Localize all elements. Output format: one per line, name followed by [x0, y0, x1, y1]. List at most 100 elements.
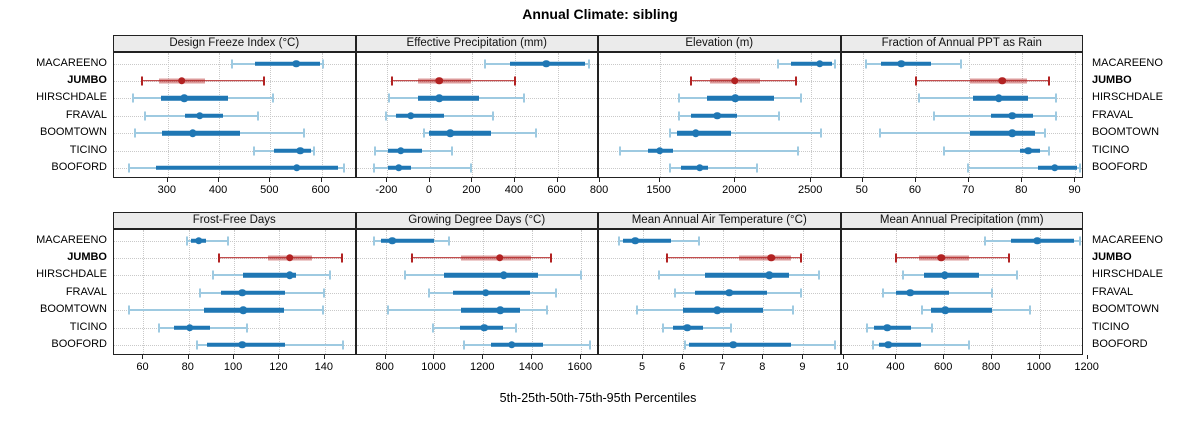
whisker-5-95	[374, 166, 471, 169]
panel-strip: Fraction of Annual PPT as Rain	[840, 35, 1083, 52]
x-tick-label: 6	[679, 361, 686, 373]
whisker-5-95	[690, 80, 797, 82]
whisker-cap	[230, 59, 233, 68]
whisker-cap	[820, 128, 823, 138]
iqr-band-25-75	[254, 61, 321, 66]
panel	[840, 229, 1083, 355]
x-tick-label: 1400	[518, 361, 544, 373]
x-tick-label: 100	[223, 361, 243, 373]
whisker-cap	[373, 163, 376, 173]
x-tick-label: 80	[1015, 184, 1028, 196]
x-tick	[513, 178, 515, 182]
whisker-cap	[698, 236, 701, 245]
site-label-right: TICINO	[1092, 320, 1130, 333]
iqr-band-25-75	[1010, 238, 1074, 243]
whisker-cap	[800, 253, 803, 263]
whisker-cap	[1043, 128, 1046, 138]
x-tick	[682, 355, 684, 359]
whisker-cap	[933, 111, 936, 121]
x-tick	[1038, 355, 1040, 359]
x-tick	[482, 355, 484, 359]
median-dot	[937, 254, 946, 262]
x-tick	[278, 355, 280, 359]
panel	[113, 52, 356, 178]
x-tick-label: 5	[639, 361, 646, 373]
x-tick-label: 90	[1068, 184, 1081, 196]
iqr-band-25-75	[969, 78, 1027, 84]
x-tick	[895, 355, 897, 359]
x-tick	[471, 178, 473, 182]
whisker-5-95	[667, 257, 802, 259]
whisker-cap	[535, 128, 538, 138]
v-gridline	[385, 230, 387, 354]
v-gridline	[1075, 53, 1077, 177]
site-label-right: FRAVAL	[1092, 108, 1134, 121]
whisker-cap	[677, 111, 680, 121]
panel	[840, 52, 1083, 178]
x-tick-label: 300	[157, 184, 177, 196]
median-dot	[435, 77, 443, 85]
median-dot	[695, 164, 704, 172]
median-dot	[388, 236, 397, 245]
site-label-left: TICINO	[69, 320, 107, 333]
site-label-right: BOOFORD	[1092, 160, 1148, 173]
whisker-cap	[588, 59, 590, 68]
x-tick	[433, 355, 435, 359]
whisker-cap	[195, 340, 198, 350]
iqr-band-25-75	[380, 238, 435, 243]
whisker-cap	[322, 288, 325, 298]
whisker-cap	[865, 323, 868, 332]
x-tick-label: 60	[136, 361, 149, 373]
x-tick-label: 120	[269, 361, 288, 373]
median-dot	[883, 323, 892, 332]
median-dot	[940, 271, 949, 280]
x-tick	[386, 178, 388, 182]
iqr-band-25-75	[395, 113, 445, 118]
whisker-cap	[329, 270, 332, 280]
site-label-left: BOOFORD	[51, 160, 107, 173]
iqr-band-25-75	[689, 342, 792, 348]
site-label-right: BOOMTOWN	[1092, 303, 1160, 316]
whisker-cap	[834, 340, 837, 350]
whisker-5-95	[186, 239, 229, 242]
whisker-cap	[968, 340, 971, 350]
whisker-cap	[131, 93, 134, 103]
x-tick	[269, 178, 271, 182]
x-tick	[642, 355, 644, 359]
v-gridline	[321, 53, 323, 177]
v-gridline	[659, 53, 661, 177]
whisker-cap	[450, 146, 453, 155]
iqr-band-25-75	[969, 130, 1035, 136]
whisker-cap	[930, 323, 933, 332]
site-label-right: TICINO	[1092, 143, 1130, 156]
x-tick	[991, 355, 993, 359]
median-dot	[1008, 111, 1016, 120]
v-gridline	[1039, 230, 1041, 354]
whisker-cap	[879, 128, 882, 138]
panel	[598, 229, 841, 355]
x-tick-label: 80	[181, 361, 194, 373]
median-dot	[542, 59, 550, 68]
site-label-left: HIRSCHDALE	[36, 268, 107, 281]
whisker-5-95	[670, 132, 822, 135]
whisker-5-95	[916, 80, 1050, 82]
whisker-cap	[133, 128, 136, 138]
median-dot	[713, 306, 721, 314]
x-tick-label: 800	[981, 361, 1001, 373]
x-tick	[722, 355, 724, 359]
whisker-cap	[388, 93, 391, 103]
whisker-cap	[579, 270, 582, 280]
iqr-band-25-75	[185, 113, 223, 118]
median-dot	[292, 59, 300, 68]
whisker-cap	[128, 163, 131, 173]
site-label-left: FRAVAL	[65, 285, 107, 298]
x-tick-label: 60	[908, 184, 922, 196]
v-gridline	[915, 53, 917, 177]
whisker-cap	[669, 163, 672, 173]
whisker-cap	[1054, 93, 1057, 103]
x-tick	[1021, 178, 1023, 182]
whisker-cap	[795, 76, 798, 86]
whisker-cap	[263, 76, 266, 86]
median-dot	[631, 236, 639, 245]
panel-strip: Design Freeze Index (°C)	[113, 35, 356, 52]
